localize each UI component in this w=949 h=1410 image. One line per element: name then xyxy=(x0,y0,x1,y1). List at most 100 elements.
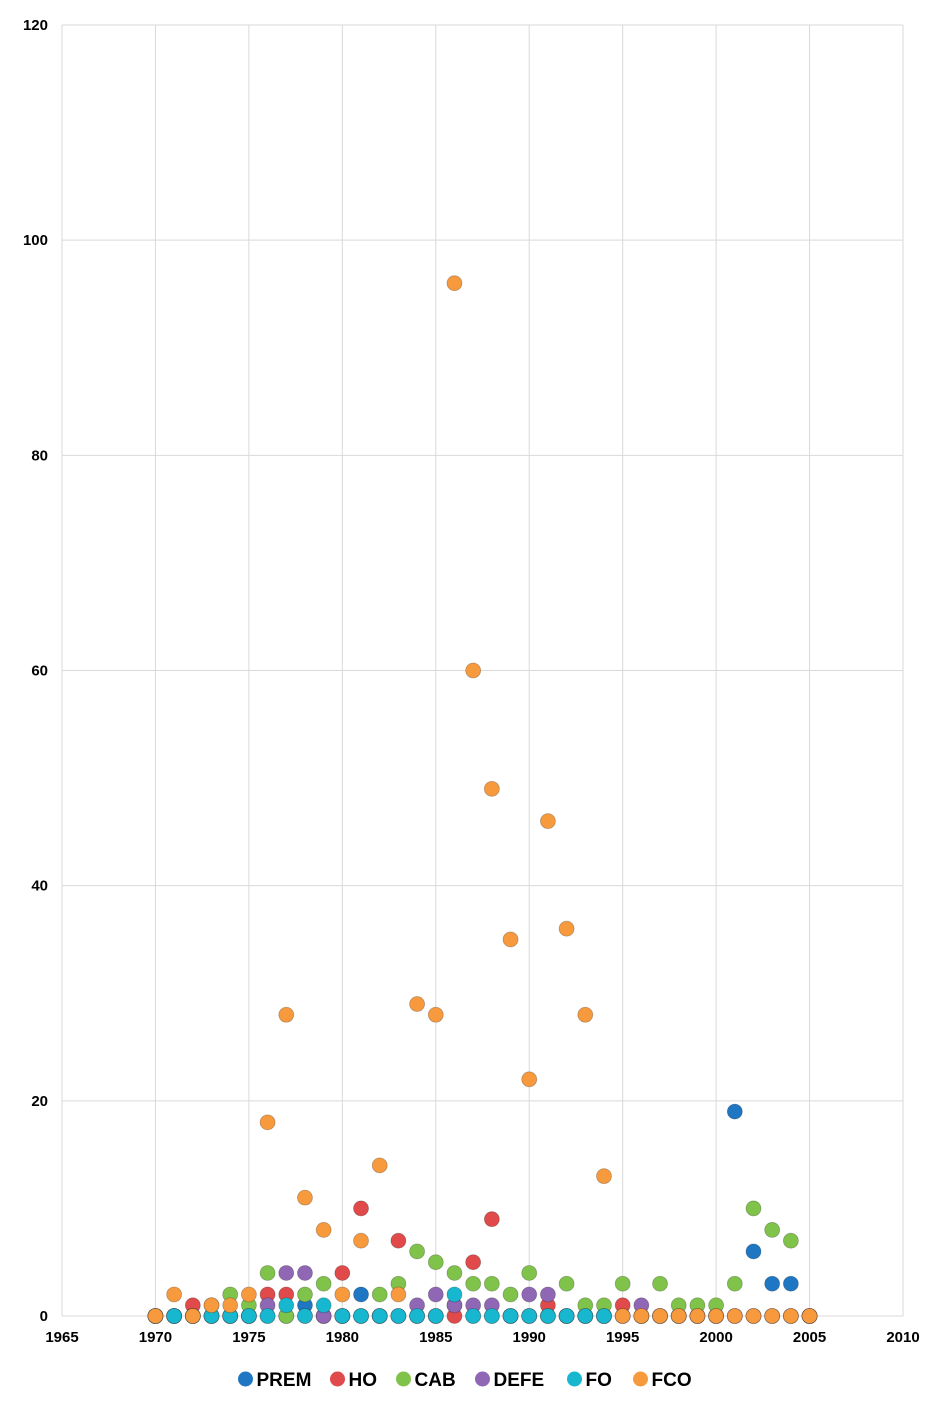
data-point-cab xyxy=(782,1232,799,1249)
data-point-fco xyxy=(184,1308,201,1324)
data-point-cab xyxy=(371,1286,388,1303)
x-tick-label: 1985 xyxy=(419,1329,452,1346)
data-point-fco xyxy=(390,1286,407,1303)
legend-marker-cab xyxy=(396,1371,411,1387)
series-cab xyxy=(147,1200,818,1324)
x-tick-label: 1995 xyxy=(606,1329,639,1346)
y-tick-label: 40 xyxy=(31,878,48,895)
data-point-fco xyxy=(315,1222,332,1238)
data-point-fco xyxy=(614,1308,631,1324)
data-point-fco xyxy=(801,1308,818,1324)
x-axis: 1965 1970 1975 1980 1985 1990 1995 2000 2005 2010 xyxy=(45,1329,919,1346)
data-point-defe xyxy=(278,1265,295,1281)
data-point-fo xyxy=(409,1308,425,1324)
data-point-fco xyxy=(483,780,500,797)
legend-marker-defe xyxy=(475,1371,490,1387)
data-point-cab xyxy=(427,1254,444,1271)
data-point-fco xyxy=(259,1114,276,1131)
data-point-fco xyxy=(670,1308,687,1324)
legend: PREM HO CAB DEFE FO FCO xyxy=(238,1370,692,1391)
data-point-defe xyxy=(540,1286,556,1303)
y-axis: 0 20 40 60 80 100 120 xyxy=(23,17,48,1325)
data-point-prem xyxy=(764,1275,781,1292)
y-tick-label: 60 xyxy=(31,663,48,680)
data-point-fo xyxy=(502,1308,519,1324)
data-point-fo xyxy=(390,1308,407,1324)
legend-label-fo: FO xyxy=(586,1370,612,1391)
data-point-cab xyxy=(558,1275,575,1292)
y-tick-label: 20 xyxy=(31,1093,48,1110)
legend-label-cab: CAB xyxy=(415,1370,456,1391)
x-tick-label: 2010 xyxy=(886,1329,919,1346)
data-point-fco xyxy=(652,1308,668,1324)
data-point-defe xyxy=(521,1286,538,1303)
data-point-fco xyxy=(147,1308,164,1324)
legend-label-fco: FCO xyxy=(652,1370,692,1391)
data-point-prem xyxy=(745,1243,762,1260)
data-point-fo xyxy=(596,1308,612,1324)
data-point-fco xyxy=(596,1168,612,1185)
data-point-fco xyxy=(427,1006,444,1023)
data-point-ho xyxy=(390,1232,407,1249)
data-point-fco xyxy=(726,1308,743,1324)
data-point-fo xyxy=(483,1308,500,1324)
data-point-fco xyxy=(633,1308,650,1324)
data-point-cab xyxy=(502,1286,519,1303)
data-point-fo xyxy=(446,1286,463,1303)
data-point-fo xyxy=(577,1308,594,1324)
data-point-fco xyxy=(521,1071,538,1088)
x-tick-label: 1965 xyxy=(45,1329,78,1346)
legend-item-cab: CAB xyxy=(396,1370,456,1391)
data-point-cab xyxy=(315,1275,332,1292)
data-point-fco xyxy=(297,1189,313,1206)
data-point-fco xyxy=(745,1308,762,1324)
data-point-fco xyxy=(502,931,519,948)
data-point-cab xyxy=(764,1222,781,1238)
data-point-fo xyxy=(540,1308,556,1324)
data-point-fco xyxy=(353,1232,369,1249)
x-tick-label: 1970 xyxy=(139,1329,172,1346)
grid xyxy=(61,24,904,1317)
data-points xyxy=(147,275,818,1324)
data-point-prem xyxy=(726,1103,743,1120)
data-point-fo xyxy=(278,1297,295,1314)
data-point-fo xyxy=(166,1308,183,1324)
data-point-fo xyxy=(427,1308,444,1324)
y-tick-label: 0 xyxy=(40,1308,48,1325)
data-point-fco xyxy=(708,1308,725,1324)
legend-item-fo: FO xyxy=(567,1370,612,1391)
data-point-fco xyxy=(222,1297,239,1314)
data-point-fco xyxy=(689,1308,706,1324)
data-point-ho xyxy=(483,1211,500,1228)
data-point-cab xyxy=(521,1265,538,1281)
data-point-cab xyxy=(409,1243,425,1260)
x-tick-label: 2005 xyxy=(793,1329,826,1346)
y-tick-label: 100 xyxy=(23,232,48,249)
data-point-cab xyxy=(745,1200,762,1217)
data-point-fco xyxy=(166,1286,183,1303)
legend-marker-fco xyxy=(633,1371,648,1387)
y-tick-label: 80 xyxy=(31,447,48,464)
data-point-fco xyxy=(577,1006,594,1023)
x-tick-label: 2000 xyxy=(699,1329,732,1346)
data-point-ho xyxy=(465,1254,482,1271)
data-point-fco xyxy=(334,1286,351,1303)
data-point-fco xyxy=(782,1308,799,1324)
legend-label-defe: DEFE xyxy=(494,1370,545,1391)
legend-item-ho: HO xyxy=(330,1370,377,1391)
data-point-fco xyxy=(278,1006,295,1023)
legend-marker-ho xyxy=(330,1371,345,1387)
legend-item-prem: PREM xyxy=(238,1370,311,1391)
data-point-fco xyxy=(764,1308,781,1324)
data-point-cab xyxy=(259,1265,276,1281)
data-point-cab xyxy=(483,1275,500,1292)
data-point-fco xyxy=(465,662,482,679)
y-tick-label: 120 xyxy=(23,17,48,34)
data-point-fo xyxy=(259,1308,276,1324)
data-point-fo xyxy=(521,1308,538,1324)
legend-item-fco: FCO xyxy=(633,1370,692,1391)
data-point-fo xyxy=(315,1297,332,1314)
data-point-defe xyxy=(427,1286,444,1303)
